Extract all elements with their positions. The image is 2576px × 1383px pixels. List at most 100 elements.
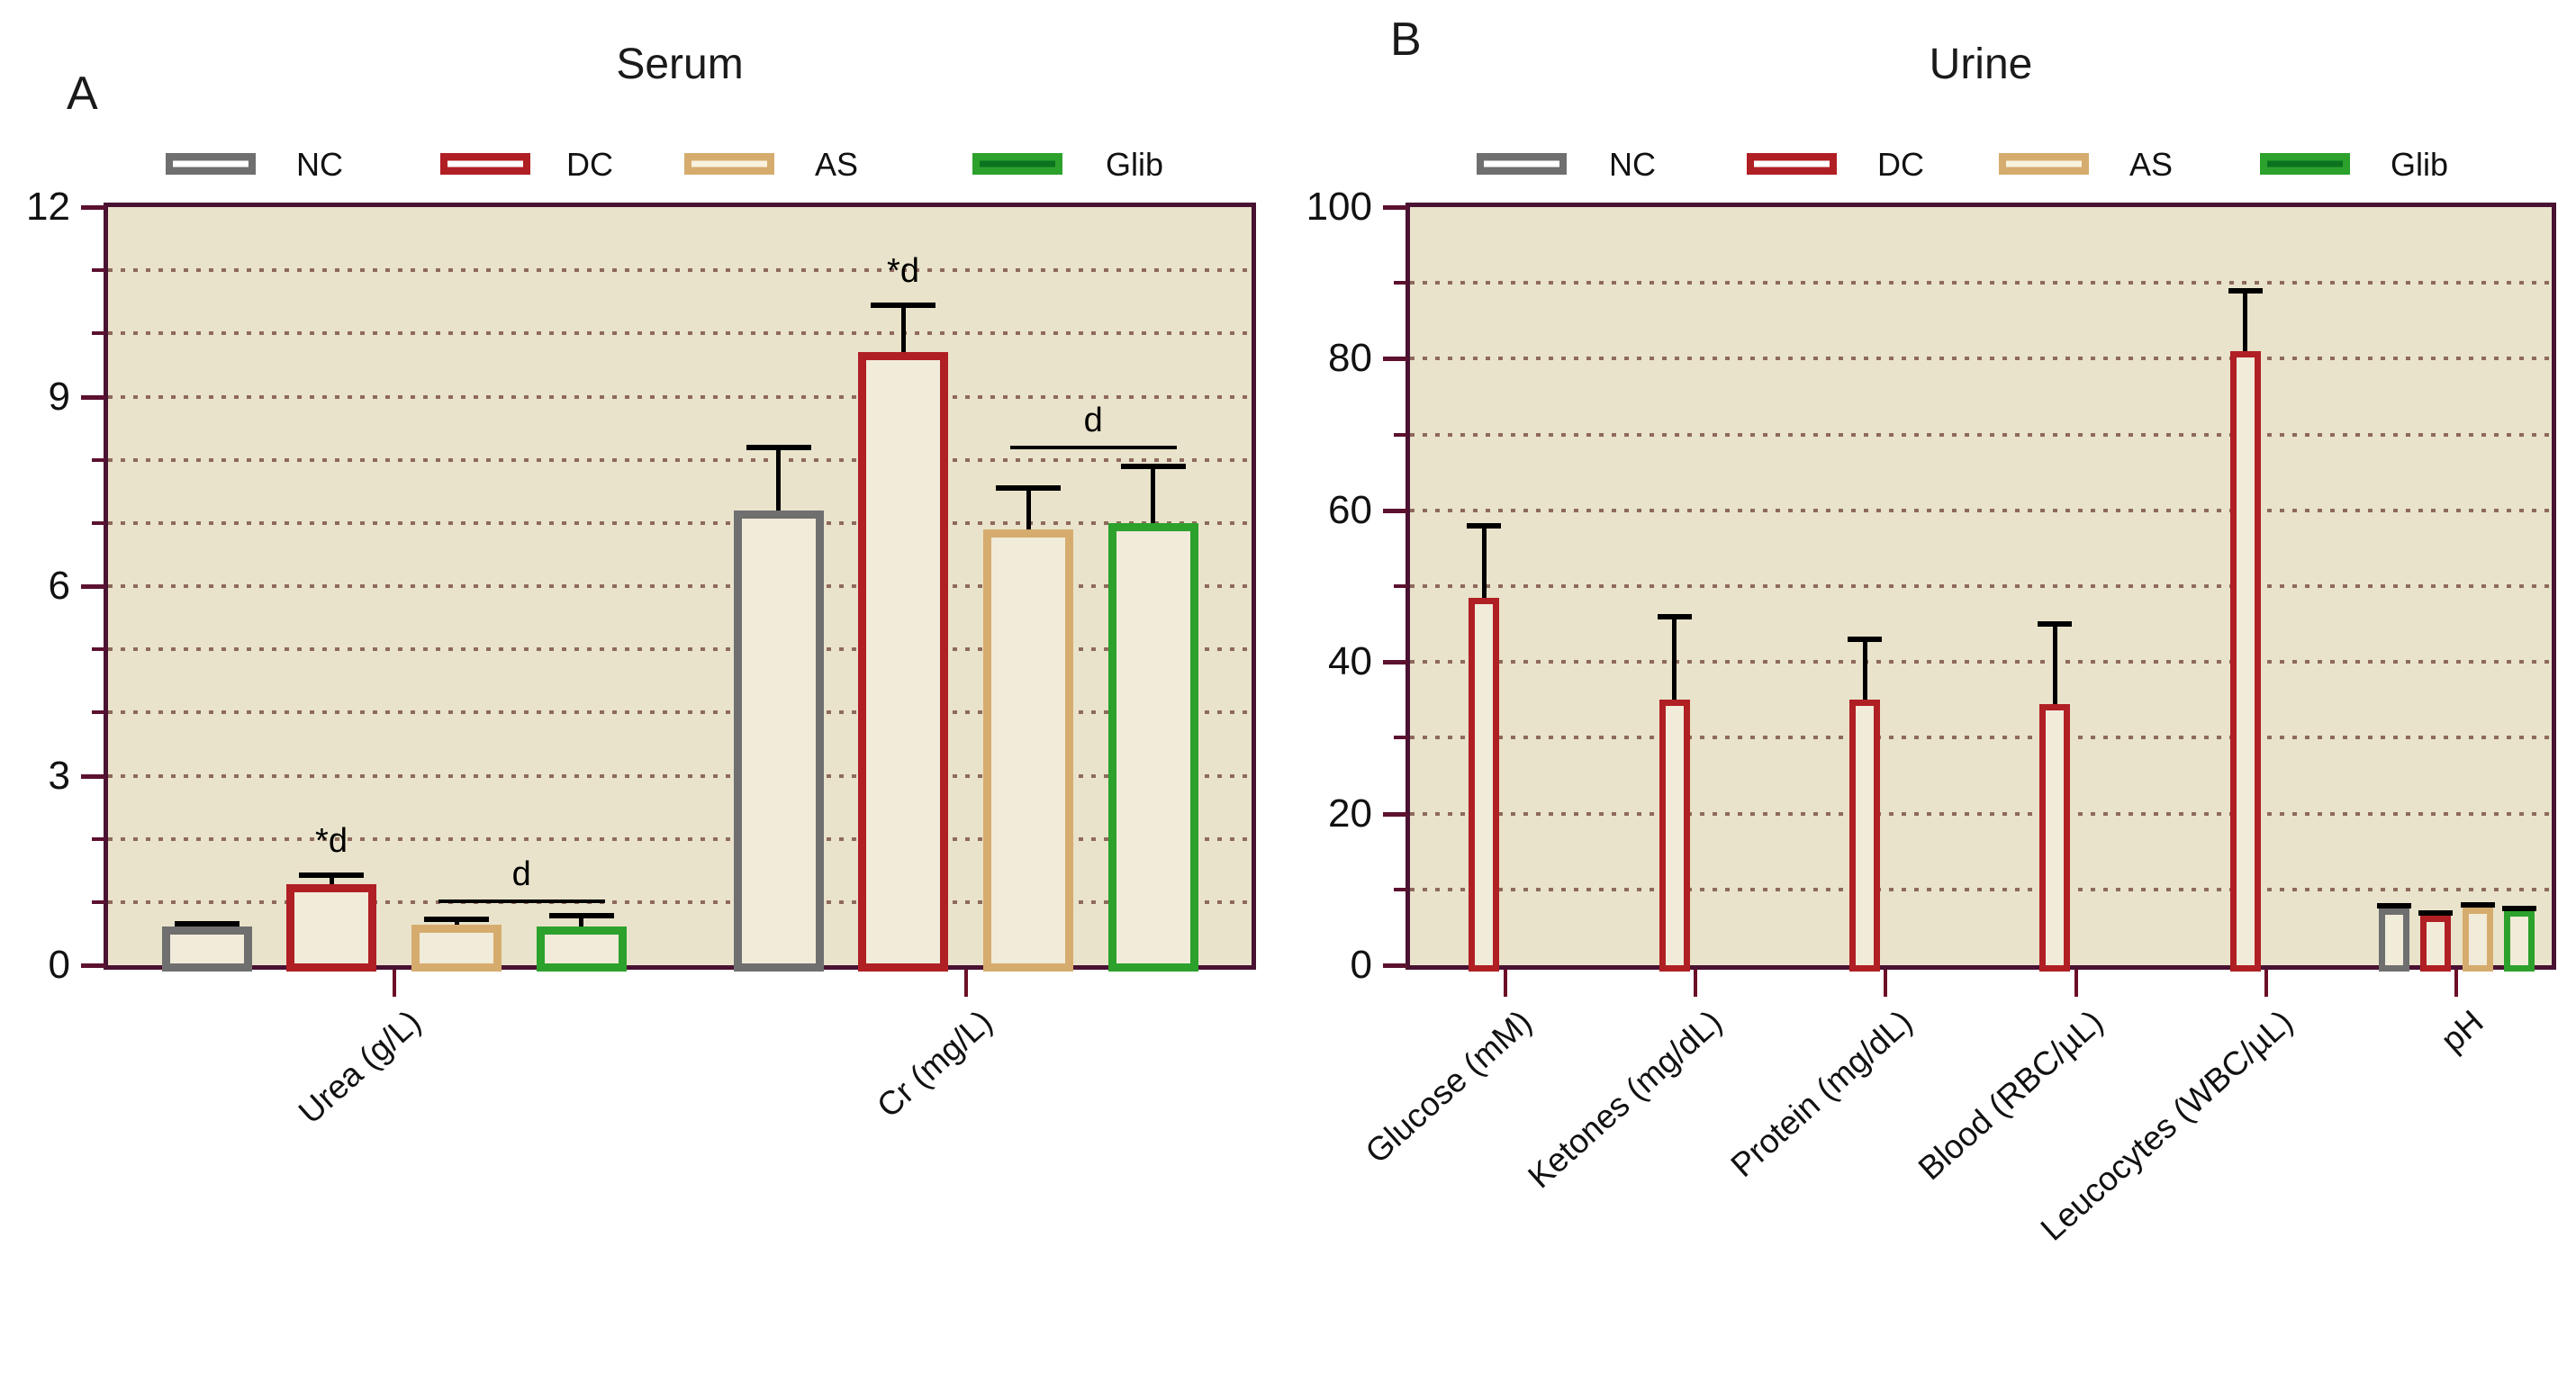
legend-swatch-as xyxy=(684,153,774,175)
error-bar xyxy=(1481,525,1487,601)
legend-swatch-stripe xyxy=(1754,160,1830,167)
gridline xyxy=(108,710,1252,715)
y-axis-minor-tick xyxy=(92,899,105,904)
gridline xyxy=(108,457,1252,462)
x-axis-tick xyxy=(963,970,968,997)
bar-dc xyxy=(1659,700,1690,972)
bar-dc xyxy=(2420,916,2452,972)
serum-chart-title: Serum xyxy=(616,41,744,88)
y-axis-minor-tick xyxy=(92,710,105,715)
gridline xyxy=(1410,660,2552,664)
x-axis-category-label: Glucose (mM) xyxy=(1359,1003,1540,1171)
y-axis-tick-label: 0 xyxy=(1350,943,1372,987)
error-bar xyxy=(776,447,781,514)
error-bar xyxy=(1026,488,1031,533)
y-axis-tick-label: 40 xyxy=(1328,639,1372,684)
error-bar-cap xyxy=(2376,902,2411,908)
y-axis-tick-label: 20 xyxy=(1328,791,1372,836)
significance-bracket-label: d xyxy=(511,854,531,893)
bar-nc xyxy=(733,510,824,972)
significance-bracket-line xyxy=(1010,445,1177,449)
error-bar-cap xyxy=(174,920,240,927)
gridline xyxy=(1410,584,2552,588)
gridline xyxy=(108,836,1252,841)
bar-glib xyxy=(536,926,627,972)
legend-swatch-glib xyxy=(2260,153,2350,175)
gridline xyxy=(108,899,1252,904)
y-axis-major-tick xyxy=(1383,357,1407,362)
legend-swatch-nc xyxy=(1477,153,1567,175)
error-bar xyxy=(1672,616,1677,704)
gridline xyxy=(108,773,1252,778)
y-axis-minor-tick xyxy=(1394,887,1407,891)
error-bar-cap xyxy=(1467,522,1502,529)
legend-swatch-stripe xyxy=(173,160,249,167)
y-axis-tick-label: 6 xyxy=(48,564,70,608)
y-axis-minor-tick xyxy=(92,268,105,273)
y-axis-major-tick xyxy=(1383,660,1407,665)
y-axis-major-tick xyxy=(81,394,105,400)
legend-label-glib: Glib xyxy=(2391,146,2449,183)
error-bar-cap xyxy=(2038,621,2073,628)
gridline xyxy=(1410,357,2552,361)
gridline xyxy=(108,647,1252,652)
legend-swatch-stripe xyxy=(1484,160,1559,167)
panel-a-label: A xyxy=(67,68,98,120)
y-axis-major-tick xyxy=(1383,963,1407,968)
error-bar xyxy=(1862,638,1867,704)
y-axis-major-tick xyxy=(81,963,105,968)
significance-star-label: *d xyxy=(315,822,348,861)
error-bar xyxy=(454,918,459,929)
bar-as xyxy=(2462,908,2493,972)
x-axis-category-label: pH xyxy=(2434,1003,2490,1060)
error-bar-cap xyxy=(2460,902,2495,908)
y-axis-tick-label: 80 xyxy=(1328,336,1372,381)
y-axis-major-tick xyxy=(1383,205,1407,210)
x-axis-category-label: Protein (mg/dL) xyxy=(1723,1003,1920,1185)
legend-label-as: AS xyxy=(2129,146,2174,183)
legend-swatch-stripe xyxy=(2267,160,2343,167)
y-axis-minor-tick xyxy=(1394,584,1407,588)
bar-dc xyxy=(2039,703,2071,972)
legend-swatch-stripe xyxy=(691,160,767,167)
x-axis-category-label: Ketones (mg/dL) xyxy=(1521,1003,1730,1196)
error-bar-cap xyxy=(424,916,489,922)
gridline xyxy=(1410,508,2552,512)
legend-label-glib: Glib xyxy=(1106,146,1164,183)
legend-swatch-as xyxy=(1999,153,2089,175)
significance-star-label: *d xyxy=(887,251,919,290)
error-bar-cap xyxy=(746,444,811,450)
serum-plot-area: *d d *d d xyxy=(104,203,1256,972)
y-axis-major-tick xyxy=(81,584,105,589)
x-axis-tick xyxy=(2454,970,2459,997)
legend-swatch-stripe xyxy=(2006,160,2082,167)
y-axis-tick-label: 100 xyxy=(1306,185,1372,229)
legend-label-dc: DC xyxy=(1877,146,1924,183)
legend-swatch-nc xyxy=(166,153,256,175)
gridline xyxy=(108,394,1252,399)
legend-swatch-dc xyxy=(1747,153,1837,175)
gridline xyxy=(108,331,1252,336)
gridline xyxy=(108,268,1252,273)
bar-dc xyxy=(1469,597,1500,972)
y-axis-tick-label: 9 xyxy=(48,374,70,419)
y-axis-minor-tick xyxy=(92,457,105,462)
y-axis-minor-tick xyxy=(92,331,105,336)
error-bar-cap xyxy=(2228,287,2263,294)
bar-nc xyxy=(2378,908,2409,972)
y-axis-major-tick xyxy=(81,205,105,210)
y-axis-tick-label: 0 xyxy=(48,943,70,987)
error-bar-cap xyxy=(1120,463,1186,469)
gridline xyxy=(108,520,1252,525)
x-axis-category-label: Cr (mg/L) xyxy=(870,1003,999,1125)
bar-dc xyxy=(2229,350,2261,972)
y-axis-major-tick xyxy=(1383,811,1407,817)
y-axis-minor-tick xyxy=(92,647,105,652)
y-axis-minor-tick xyxy=(92,520,105,525)
legend-label-nc: NC xyxy=(1609,146,1656,183)
gridline xyxy=(1410,432,2552,437)
error-bar-cap xyxy=(996,485,1061,492)
error-bar xyxy=(900,304,906,357)
error-bar-cap xyxy=(1848,636,1883,642)
bar-glib xyxy=(2504,910,2535,972)
